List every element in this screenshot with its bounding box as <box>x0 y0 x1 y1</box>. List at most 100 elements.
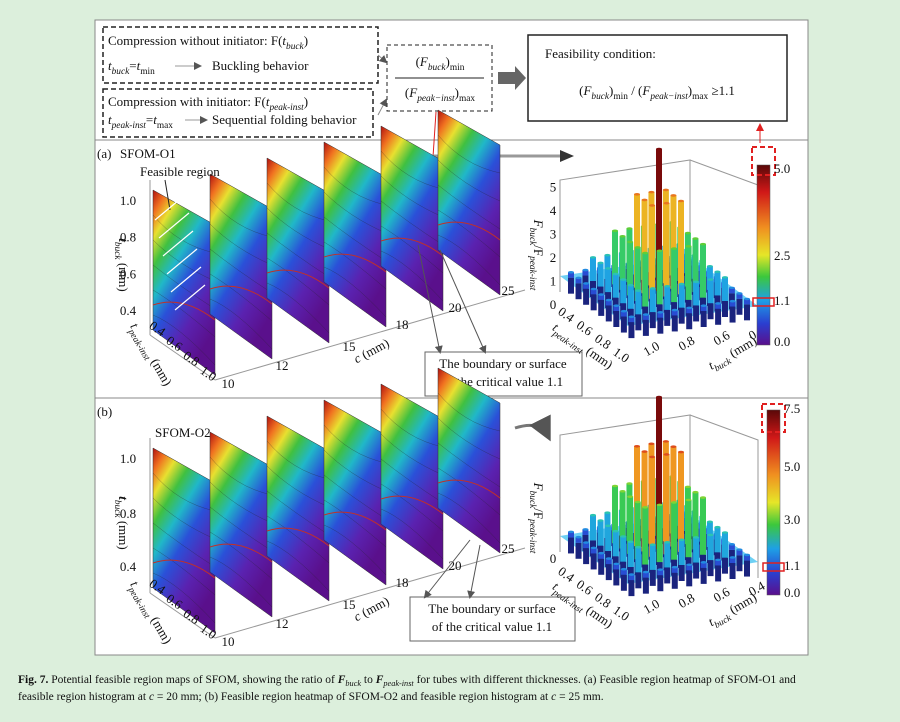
text-segment: t <box>127 320 142 331</box>
contour <box>266 490 330 536</box>
critical-contour <box>266 527 330 547</box>
bar-top <box>605 557 612 560</box>
bar-top <box>678 538 685 542</box>
bar-base <box>671 572 678 589</box>
bar-base <box>628 322 635 339</box>
bar <box>657 569 664 576</box>
bar-top <box>685 498 692 502</box>
bar-top <box>744 553 750 557</box>
bar-top <box>619 235 626 238</box>
bar <box>714 271 721 296</box>
pointer <box>423 539 471 599</box>
heatmap-sheet <box>209 173 273 360</box>
bar-top <box>583 541 590 544</box>
bar <box>605 558 612 565</box>
bar <box>671 248 678 303</box>
contour <box>323 216 387 262</box>
bar <box>635 547 642 573</box>
bar-top <box>685 245 692 248</box>
contour <box>380 508 444 560</box>
bar-top <box>649 543 656 547</box>
bar <box>664 286 671 310</box>
bar-top <box>670 194 677 197</box>
caption: feasible region histogram at c = 20 mm; … <box>18 691 604 703</box>
bar-top <box>671 501 678 504</box>
text-segment: buck <box>591 92 609 102</box>
contour <box>323 424 387 464</box>
contour <box>209 223 273 266</box>
text-segment: ) <box>609 83 613 98</box>
tick-label: 0.8 <box>120 506 136 521</box>
axis-line <box>214 547 526 639</box>
bar <box>700 562 707 568</box>
contour <box>437 234 501 286</box>
contour <box>323 524 387 576</box>
arrow <box>514 414 551 442</box>
bar <box>613 563 620 570</box>
critical-contour <box>437 479 501 499</box>
contour <box>323 474 387 520</box>
highlight <box>761 403 786 433</box>
heatmap-sheet <box>323 399 387 586</box>
hatch <box>158 212 190 239</box>
bar-top <box>604 511 611 515</box>
text-segment: = 20 mm; (b) Feasible region heatmap of … <box>154 691 551 703</box>
bar <box>671 567 678 573</box>
bar-top <box>686 563 693 567</box>
bar-base <box>568 277 574 294</box>
bar <box>604 255 611 279</box>
bar-base <box>736 298 743 315</box>
bar-top <box>605 298 612 302</box>
bar-base <box>598 558 605 575</box>
highlight <box>751 146 776 176</box>
text-segment: feasible region histogram at <box>18 691 149 703</box>
bar <box>671 310 678 316</box>
contour <box>266 282 330 334</box>
colorbar-label: 0.0 <box>784 585 800 600</box>
axis-label: tbuck (mm) <box>112 496 131 549</box>
text-segment: min <box>613 92 628 102</box>
tick-label: 1.0 <box>120 451 136 466</box>
bar <box>707 279 714 304</box>
text-segment: ) <box>455 85 459 100</box>
bar-base <box>598 299 605 316</box>
contour <box>437 159 501 202</box>
text-segment: /F <box>531 245 546 256</box>
bar <box>736 293 743 299</box>
bar-base <box>715 308 722 325</box>
bar-base <box>590 553 597 570</box>
text-segment: Potential feasible region maps of SFOM, … <box>48 674 337 686</box>
bar <box>582 529 589 535</box>
bar-base <box>664 567 671 584</box>
arrow <box>377 98 387 116</box>
critical-contour <box>380 495 444 515</box>
bar-top <box>649 455 656 459</box>
callout-text: The boundary or surface <box>439 356 567 371</box>
tick-label: 25 <box>502 283 515 298</box>
colorbar-label: 1.1 <box>774 293 790 308</box>
text-segment: ( <box>405 85 409 100</box>
bar-top <box>612 229 618 233</box>
bar-top <box>620 278 627 281</box>
bar <box>722 277 728 301</box>
bar <box>635 290 642 315</box>
text-segment: t <box>108 58 112 73</box>
bar-top <box>693 536 700 539</box>
contour <box>437 184 501 230</box>
contour <box>209 531 273 580</box>
pointer <box>164 179 171 211</box>
hatch <box>166 248 198 275</box>
bar-top <box>744 297 750 301</box>
bar-top <box>613 562 620 566</box>
bar-top <box>627 540 634 544</box>
text-segment: t <box>127 578 142 589</box>
condition-title: Feasibility condition: <box>545 46 656 61</box>
text-segment: max <box>692 92 708 102</box>
bar-base <box>657 575 664 592</box>
bar <box>671 502 678 560</box>
axis-label: tbuck (mm) <box>112 238 131 291</box>
bar-base <box>744 560 750 577</box>
contour <box>152 572 216 624</box>
bar <box>642 507 649 565</box>
critical-contour <box>380 237 444 257</box>
